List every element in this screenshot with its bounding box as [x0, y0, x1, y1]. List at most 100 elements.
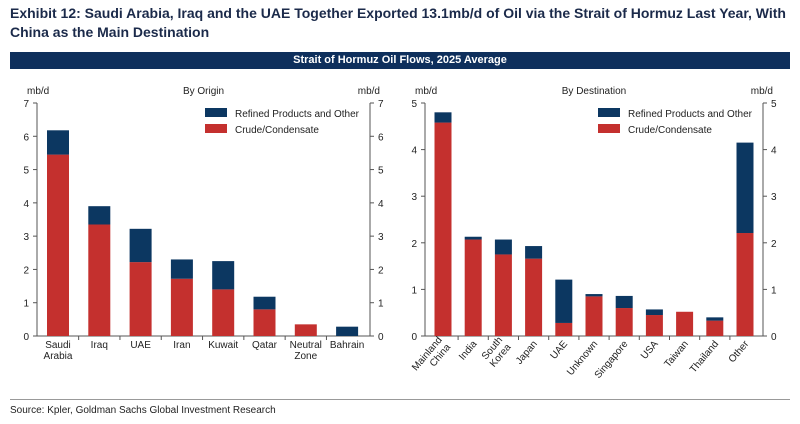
y-axis-unit-left: mb/d	[27, 86, 49, 97]
y-tick-label-right: 2	[378, 265, 384, 276]
x-tick-label: Qatar	[252, 340, 278, 351]
y-tick-label-right: 5	[771, 99, 777, 110]
x-tick-label: Iran	[173, 340, 190, 351]
exhibit-title: Exhibit 12: Saudi Arabia, Iraq and the U…	[10, 5, 786, 40]
bar-crude	[736, 233, 754, 336]
y-axis-unit-right: mb/d	[751, 86, 773, 97]
y-tick-label-left: 7	[23, 99, 29, 110]
bar-crude	[170, 278, 193, 336]
bar-crude	[525, 258, 543, 336]
bar-crude	[555, 322, 573, 336]
legend-label: Refined Products and Other	[628, 109, 753, 120]
y-tick-label-left: 6	[23, 132, 29, 143]
panel-title: By Destination	[562, 86, 626, 97]
bar-crude	[615, 308, 633, 336]
bar-refined	[525, 246, 543, 259]
y-tick-label-right: 3	[378, 232, 384, 243]
x-tick-label: Neutral	[290, 340, 322, 351]
x-tick-label: Other	[727, 338, 752, 365]
x-tick-label: USA	[639, 339, 661, 362]
y-tick-label-right: 2	[771, 239, 777, 250]
x-tick-label: Kuwait	[208, 340, 238, 351]
y-tick-label-right: 1	[771, 285, 777, 296]
legend-swatch-refined	[598, 108, 620, 117]
x-tick-label: Taiwan	[662, 339, 690, 370]
bar-refined	[706, 317, 724, 321]
bar-refined	[253, 296, 276, 310]
bar-refined	[645, 309, 663, 316]
bar-crude	[676, 311, 694, 336]
bar-refined	[585, 294, 603, 297]
legend-swatch-crude	[598, 124, 620, 133]
bar-crude	[706, 320, 724, 336]
bar-refined	[464, 236, 482, 240]
legend-label: Crude/Condensate	[235, 125, 319, 136]
y-tick-label-right: 4	[771, 146, 777, 157]
x-tick-label: Zone	[294, 351, 317, 362]
divider	[10, 399, 790, 400]
y-tick-label-left: 4	[23, 199, 29, 210]
bar-crude	[88, 224, 111, 336]
y-axis-unit-left: mb/d	[415, 86, 437, 97]
bar-refined	[88, 206, 111, 225]
bar-crude	[129, 262, 152, 336]
y-tick-label-right: 7	[378, 99, 384, 110]
x-tick-label: Iraq	[91, 340, 108, 351]
y-tick-label-right: 1	[378, 299, 384, 310]
y-tick-label-left: 3	[23, 232, 29, 243]
y-tick-label-left: 3	[411, 192, 417, 203]
chart-banner: Strait of Hormuz Oil Flows, 2025 Average	[10, 52, 790, 69]
bar-refined	[47, 130, 69, 155]
x-tick-label: India	[457, 339, 480, 363]
y-tick-label-left: 1	[23, 299, 29, 310]
bar-refined	[615, 295, 633, 309]
x-tick-label: Bahrain	[330, 340, 364, 351]
bar-refined	[336, 326, 359, 336]
bar-refined	[170, 259, 193, 279]
bar-crude	[464, 239, 482, 336]
bar-crude	[212, 289, 235, 336]
legend-swatch-refined	[205, 108, 227, 117]
x-tick-label: Thailand	[688, 339, 721, 375]
x-tick-label: Japan	[514, 339, 540, 367]
x-tick-label: UAE	[130, 340, 151, 351]
y-tick-label-left: 4	[411, 146, 417, 157]
y-axis-unit-right: mb/d	[358, 86, 380, 97]
bar-refined	[129, 228, 152, 263]
bar-crude	[47, 154, 69, 336]
bar-refined	[434, 112, 452, 123]
y-tick-label-left: 5	[411, 99, 417, 110]
panel-title: By Origin	[183, 86, 224, 97]
y-tick-label-right: 6	[378, 132, 384, 143]
y-tick-label-right: 0	[378, 332, 384, 343]
bar-refined	[212, 261, 235, 290]
bar-crude	[294, 324, 317, 336]
y-tick-label-left: 0	[23, 332, 29, 343]
bar-refined	[494, 239, 512, 255]
y-tick-label-left: 1	[411, 285, 417, 296]
y-tick-label-left: 5	[23, 166, 29, 177]
y-tick-label-right: 5	[378, 166, 384, 177]
x-tick-label: Saudi	[45, 340, 71, 351]
bar-crude	[585, 296, 603, 336]
y-tick-label-right: 0	[771, 332, 777, 343]
bar-refined	[736, 142, 754, 234]
y-tick-label-right: 3	[771, 192, 777, 203]
y-tick-label-left: 0	[411, 332, 417, 343]
x-tick-label: Arabia	[44, 351, 73, 362]
x-tick-label: UAE	[548, 339, 570, 362]
legend-label: Refined Products and Other	[235, 109, 360, 120]
source-note: Source: Kpler, Goldman Sachs Global Inve…	[10, 405, 276, 416]
y-tick-label-left: 2	[23, 265, 29, 276]
legend-label: Crude/Condensate	[628, 125, 712, 136]
bar-refined	[555, 279, 573, 323]
y-tick-label-left: 2	[411, 239, 417, 250]
bar-crude	[494, 254, 512, 336]
bar-crude	[253, 309, 276, 336]
bar-crude	[645, 315, 663, 336]
legend-swatch-crude	[205, 124, 227, 133]
x-tick-label: SouthKorea	[480, 335, 514, 370]
y-tick-label-right: 4	[378, 199, 384, 210]
bar-crude	[434, 122, 452, 337]
